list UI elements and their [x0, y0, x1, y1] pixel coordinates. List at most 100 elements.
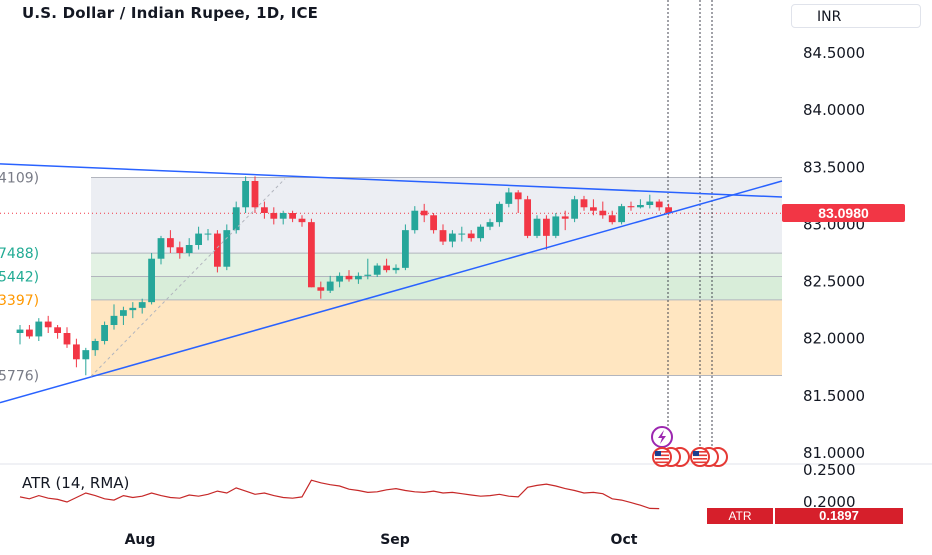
- candle[interactable]: [336, 272, 343, 288]
- candle[interactable]: [185, 238, 193, 257]
- time-axis[interactable]: Aug Sep Oct: [125, 532, 638, 548]
- candle[interactable]: [204, 229, 212, 241]
- candle-body: [185, 245, 193, 253]
- candle[interactable]: [110, 304, 118, 330]
- candle[interactable]: [270, 207, 278, 225]
- candle[interactable]: [345, 270, 353, 282]
- candle[interactable]: [73, 338, 80, 368]
- candle-body: [261, 207, 268, 213]
- candle[interactable]: [355, 272, 362, 284]
- candle[interactable]: [486, 218, 494, 231]
- resistance-trendline[interactable]: [0, 163, 783, 198]
- candle[interactable]: [571, 195, 578, 223]
- candle[interactable]: [289, 210, 296, 223]
- fib-zone[interactable]: [91, 276, 782, 300]
- candle[interactable]: [449, 230, 456, 248]
- candle[interactable]: [44, 315, 52, 333]
- candle[interactable]: [599, 201, 607, 219]
- candle[interactable]: [392, 264, 400, 274]
- candle[interactable]: [232, 201, 240, 234]
- candle[interactable]: [533, 215, 541, 239]
- candle[interactable]: [505, 187, 513, 208]
- candle[interactable]: [561, 210, 569, 231]
- candle-body: [63, 333, 71, 345]
- currency-label[interactable]: INR: [791, 4, 921, 28]
- candle[interactable]: [176, 241, 184, 259]
- candle[interactable]: [467, 230, 475, 242]
- candle-body: [665, 207, 672, 213]
- candle-body: [242, 181, 249, 208]
- us-flag-event-icon[interactable]: [690, 447, 728, 467]
- candle[interactable]: [627, 201, 635, 211]
- fib-level-labels: 4109) 7488) 5442) 3397) 5776): [0, 170, 39, 384]
- candle[interactable]: [383, 258, 390, 273]
- candle-body: [54, 327, 61, 333]
- candle[interactable]: [308, 218, 315, 288]
- us-flag-event-icon[interactable]: [652, 447, 690, 467]
- candle[interactable]: [543, 215, 550, 250]
- candle[interactable]: [420, 203, 428, 223]
- candle[interactable]: [35, 318, 43, 341]
- candle[interactable]: [120, 306, 127, 325]
- dividends-flash-icon[interactable]: [651, 426, 673, 448]
- candle[interactable]: [373, 263, 381, 277]
- candle[interactable]: [138, 298, 146, 314]
- candle[interactable]: [298, 215, 306, 227]
- candle[interactable]: [223, 224, 231, 271]
- candle[interactable]: [402, 224, 409, 271]
- trendlines[interactable]: [0, 163, 783, 404]
- candle[interactable]: [242, 176, 249, 213]
- fib-anchor-line[interactable]: [90, 178, 286, 377]
- candle[interactable]: [251, 176, 259, 213]
- candle[interactable]: [26, 325, 33, 339]
- candle[interactable]: [326, 275, 334, 293]
- fib-level-label: 7488): [0, 246, 39, 262]
- candle[interactable]: [167, 230, 174, 253]
- candle[interactable]: [655, 199, 663, 211]
- candle[interactable]: [637, 199, 644, 209]
- candle[interactable]: [618, 203, 625, 225]
- fib-zone[interactable]: [91, 299, 782, 376]
- candle[interactable]: [608, 210, 616, 225]
- fib-zone[interactable]: [91, 253, 782, 277]
- candle[interactable]: [364, 258, 372, 280]
- fib-retracement-zones[interactable]: [0, 176, 782, 377]
- candle[interactable]: [317, 281, 325, 299]
- atr-indicator[interactable]: 0.2500 0.2000: [19, 461, 856, 511]
- support-trendline[interactable]: [0, 180, 783, 404]
- candle[interactable]: [157, 235, 165, 265]
- candle-body: [402, 230, 409, 268]
- candle[interactable]: [458, 226, 466, 242]
- candle[interactable]: [214, 230, 221, 273]
- candle[interactable]: [439, 224, 447, 245]
- candle[interactable]: [16, 325, 24, 345]
- candle[interactable]: [91, 338, 99, 356]
- candle[interactable]: [82, 347, 90, 376]
- candle[interactable]: [430, 213, 437, 234]
- candle[interactable]: [646, 194, 654, 209]
- candle[interactable]: [552, 213, 560, 239]
- candle[interactable]: [195, 226, 202, 250]
- candle[interactable]: [63, 327, 71, 348]
- candle[interactable]: [279, 210, 287, 225]
- candle[interactable]: [496, 201, 503, 227]
- candle-body: [101, 325, 108, 341]
- candle[interactable]: [261, 201, 268, 219]
- candle[interactable]: [524, 195, 531, 239]
- atr-legend[interactable]: ATR (14, RMA): [22, 474, 130, 492]
- candle[interactable]: [580, 195, 588, 211]
- candle[interactable]: [148, 253, 155, 305]
- candle[interactable]: [477, 224, 484, 242]
- candlesticks[interactable]: [16, 176, 672, 376]
- candle[interactable]: [54, 325, 61, 339]
- candle[interactable]: [590, 199, 597, 216]
- atr-line[interactable]: [19, 479, 660, 510]
- event-icons[interactable]: [651, 426, 728, 467]
- candle[interactable]: [514, 190, 522, 213]
- candle[interactable]: [411, 206, 419, 234]
- candle[interactable]: [101, 321, 108, 345]
- price-axis[interactable]: 84.500084.000083.500083.000082.500082.00…: [803, 44, 865, 462]
- candle[interactable]: [129, 302, 137, 319]
